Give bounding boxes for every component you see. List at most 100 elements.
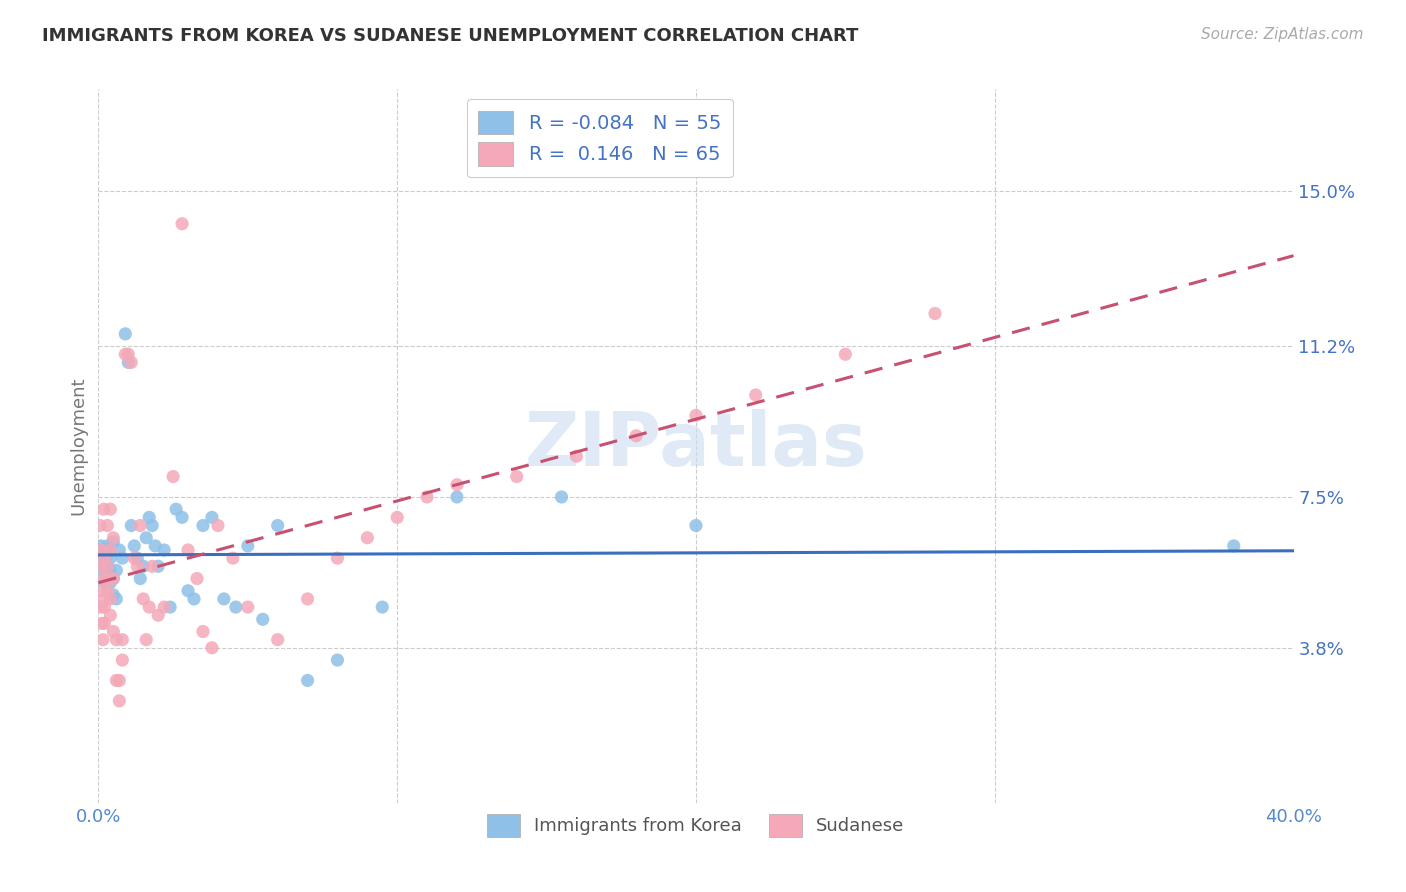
Point bbox=[93, 600, 115, 615]
Point bbox=[91, 632, 114, 647]
Point bbox=[93, 502, 115, 516]
Point bbox=[135, 531, 157, 545]
Point bbox=[297, 673, 319, 688]
Point bbox=[105, 563, 128, 577]
Point bbox=[96, 583, 118, 598]
Point bbox=[90, 551, 112, 566]
Point bbox=[91, 547, 114, 561]
Point bbox=[207, 518, 229, 533]
Point bbox=[326, 551, 349, 566]
Point bbox=[446, 490, 468, 504]
Point bbox=[124, 539, 146, 553]
Point bbox=[165, 502, 187, 516]
Point bbox=[96, 559, 118, 574]
Point bbox=[98, 563, 122, 577]
Point bbox=[565, 449, 588, 463]
Point bbox=[236, 539, 259, 553]
Point bbox=[385, 510, 409, 524]
Point bbox=[98, 591, 122, 606]
Point bbox=[105, 673, 128, 688]
Point bbox=[111, 551, 134, 566]
Point bbox=[103, 572, 125, 586]
Point bbox=[89, 518, 111, 533]
Point bbox=[96, 572, 118, 586]
Point bbox=[135, 632, 157, 647]
Point bbox=[138, 510, 160, 524]
Point bbox=[90, 539, 112, 553]
Point bbox=[1223, 539, 1246, 553]
Point bbox=[212, 591, 235, 606]
Point bbox=[90, 600, 112, 615]
Point bbox=[834, 347, 856, 361]
Point bbox=[114, 347, 136, 361]
Point bbox=[143, 539, 166, 553]
Point bbox=[550, 490, 572, 504]
Point bbox=[108, 543, 131, 558]
Point bbox=[172, 510, 194, 524]
Point bbox=[162, 469, 184, 483]
Point bbox=[93, 591, 115, 606]
Point bbox=[96, 539, 118, 553]
Point bbox=[506, 469, 529, 483]
Point bbox=[222, 551, 245, 566]
Point bbox=[98, 502, 122, 516]
Point bbox=[148, 559, 170, 574]
Point bbox=[153, 600, 176, 615]
Point bbox=[120, 355, 142, 369]
Point bbox=[132, 559, 155, 574]
Point bbox=[103, 534, 125, 549]
Point bbox=[326, 653, 349, 667]
Point bbox=[91, 616, 114, 631]
Point bbox=[103, 588, 125, 602]
Point bbox=[93, 572, 115, 586]
Point bbox=[191, 518, 214, 533]
Point bbox=[225, 600, 247, 615]
Point bbox=[153, 543, 176, 558]
Text: ZIPatlas: ZIPatlas bbox=[524, 409, 868, 483]
Point bbox=[93, 575, 115, 590]
Point bbox=[108, 694, 131, 708]
Point bbox=[132, 591, 155, 606]
Point bbox=[117, 355, 139, 369]
Point bbox=[141, 518, 163, 533]
Point bbox=[93, 616, 115, 631]
Point bbox=[96, 547, 118, 561]
Point bbox=[267, 518, 290, 533]
Point bbox=[252, 612, 274, 626]
Point bbox=[626, 429, 648, 443]
Point bbox=[111, 632, 134, 647]
Point bbox=[105, 591, 128, 606]
Point bbox=[93, 559, 115, 574]
Point bbox=[105, 632, 128, 647]
Point bbox=[98, 551, 122, 566]
Point bbox=[148, 608, 170, 623]
Point bbox=[267, 632, 290, 647]
Point bbox=[297, 591, 319, 606]
Point bbox=[120, 518, 142, 533]
Point bbox=[183, 591, 205, 606]
Point bbox=[236, 600, 259, 615]
Point bbox=[127, 551, 149, 566]
Point bbox=[172, 217, 194, 231]
Point bbox=[201, 510, 224, 524]
Point bbox=[97, 567, 120, 582]
Point bbox=[356, 531, 378, 545]
Point bbox=[108, 673, 131, 688]
Point bbox=[201, 640, 224, 655]
Point bbox=[98, 543, 122, 558]
Point bbox=[177, 543, 200, 558]
Point bbox=[446, 477, 468, 491]
Point bbox=[124, 551, 146, 566]
Text: Source: ZipAtlas.com: Source: ZipAtlas.com bbox=[1201, 27, 1364, 42]
Point bbox=[90, 543, 112, 558]
Point bbox=[96, 572, 118, 586]
Point bbox=[416, 490, 439, 504]
Point bbox=[91, 563, 114, 577]
Point bbox=[129, 572, 152, 586]
Point bbox=[177, 583, 200, 598]
Point bbox=[103, 572, 125, 586]
Point bbox=[191, 624, 214, 639]
Point bbox=[111, 653, 134, 667]
Point bbox=[98, 575, 122, 590]
Point bbox=[114, 326, 136, 341]
